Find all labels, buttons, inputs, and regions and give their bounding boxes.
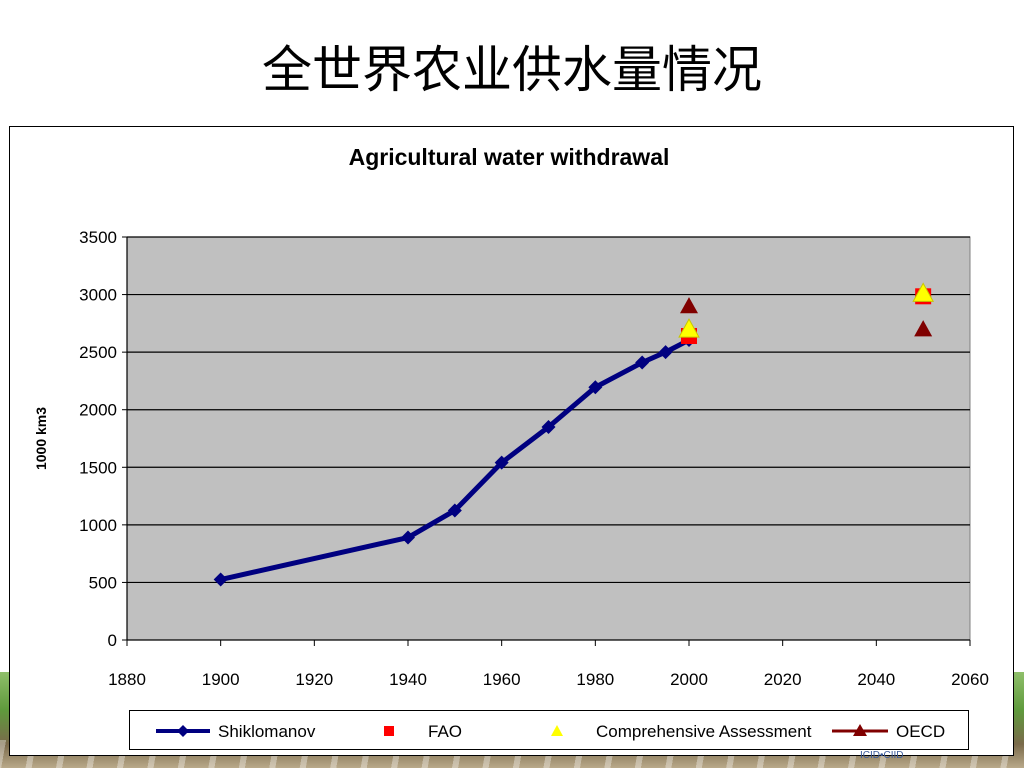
x-tick-label: 2060 [951,670,989,689]
data-point-oecd [914,320,933,337]
chart-legend: Shiklomanov FAO Comprehensive Assessment OE… [129,710,969,750]
data-point-shiklomanov [658,345,673,360]
legend-label: Shiklomanov [218,722,316,741]
chart-title: Agricultural water withdrawal [348,144,670,170]
legend-item: Shiklomanov [152,722,315,742]
legend-label: FAO [428,722,463,741]
y-tick-label: 1000 [79,516,117,535]
data-point-shiklomanov [635,355,650,370]
legend-swatch [156,725,210,737]
data-point-shiklomanov [541,419,556,434]
slide-title: 全世界农业供水量情况 [262,41,762,99]
x-tick-label: 1900 [202,670,240,689]
x-tick-label: 2020 [764,670,802,689]
plot-area [126,236,971,641]
x-tick-label: 1960 [483,670,521,689]
legend-label: OECD [896,722,946,741]
y-tick-label: 1500 [79,458,117,477]
legend-swatch [384,726,394,736]
x-tick-label: 1940 [389,670,427,689]
x-tick-label: 2000 [670,670,708,689]
legend-label: Comprehensive Assessment [596,722,812,741]
x-tick-label: 1920 [295,670,333,689]
data-point-shiklomanov [494,455,509,470]
data-point-comprehensive-assessment [678,318,700,338]
data-point-shiklomanov [588,380,603,395]
x-tick-label: 1980 [576,670,614,689]
data-point-shiklomanov [401,530,415,545]
legend-item: Comprehensive Assessment [530,722,811,742]
y-tick-label: 3000 [79,286,117,305]
data-point-shiklomanov [447,503,462,518]
y-tick-label: 500 [89,573,117,592]
legend-swatch [832,724,888,736]
brand-mark: ICID•CIID [860,750,904,761]
y-tick-label: 0 [108,631,117,650]
data-point-shiklomanov [213,572,228,587]
y-tick-label: 2500 [79,343,117,362]
legend-item: FAO [362,722,462,742]
data-point-comprehensive-assessment [912,282,935,302]
data-point-oecd [680,297,698,314]
y-axis-label: 1000 km3 [33,407,49,470]
x-tick-label: 1880 [108,670,146,689]
y-tick-label: 2000 [79,401,117,420]
legend-item: OECD [830,722,945,742]
y-tick-label: 3500 [79,228,117,247]
x-tick-label: 2040 [857,670,895,689]
legend-swatch [551,725,563,736]
